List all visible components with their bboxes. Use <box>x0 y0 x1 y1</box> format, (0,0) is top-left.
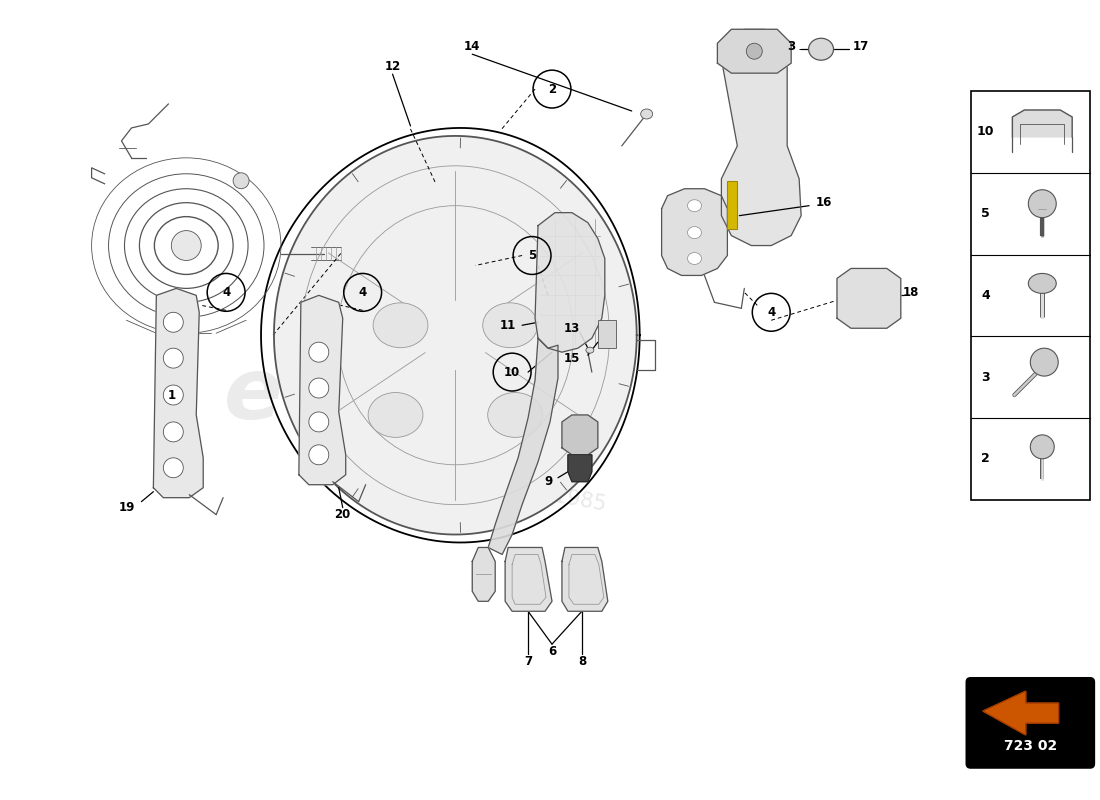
Text: 9: 9 <box>543 475 552 488</box>
Polygon shape <box>568 455 592 482</box>
Circle shape <box>163 458 184 478</box>
Text: 12: 12 <box>384 60 400 73</box>
Polygon shape <box>837 269 901 328</box>
Ellipse shape <box>483 303 538 348</box>
Text: 4: 4 <box>981 289 990 302</box>
Circle shape <box>309 378 329 398</box>
Circle shape <box>309 342 329 362</box>
Text: 5: 5 <box>981 207 990 220</box>
Text: 8: 8 <box>578 654 586 667</box>
Ellipse shape <box>640 109 652 119</box>
Circle shape <box>1031 348 1058 376</box>
Ellipse shape <box>373 303 428 348</box>
Polygon shape <box>299 295 345 485</box>
Polygon shape <box>1012 110 1072 137</box>
Text: 3: 3 <box>981 370 990 383</box>
Circle shape <box>233 173 249 189</box>
Circle shape <box>309 412 329 432</box>
Polygon shape <box>505 547 552 611</box>
Text: 5: 5 <box>528 249 536 262</box>
Circle shape <box>1031 435 1054 458</box>
Text: 15: 15 <box>563 352 580 365</box>
Polygon shape <box>722 30 801 246</box>
Circle shape <box>163 312 184 332</box>
Circle shape <box>746 43 762 59</box>
Ellipse shape <box>808 38 834 60</box>
Bar <box>970 91 1090 500</box>
Polygon shape <box>274 136 637 534</box>
Text: 14: 14 <box>464 40 481 53</box>
Text: 20: 20 <box>334 508 351 521</box>
Text: 6: 6 <box>548 645 557 658</box>
Ellipse shape <box>688 200 702 212</box>
Text: 4: 4 <box>222 286 230 299</box>
Ellipse shape <box>586 347 594 353</box>
Circle shape <box>1028 190 1056 218</box>
Polygon shape <box>562 415 597 455</box>
Polygon shape <box>472 547 495 602</box>
Ellipse shape <box>688 226 702 238</box>
Text: 18: 18 <box>903 286 918 299</box>
Text: 16: 16 <box>816 196 833 209</box>
Circle shape <box>309 445 329 465</box>
Polygon shape <box>661 189 727 275</box>
Text: 11: 11 <box>500 318 516 332</box>
Text: 19: 19 <box>119 501 134 514</box>
Circle shape <box>163 422 184 442</box>
Polygon shape <box>983 691 1058 735</box>
Text: 13: 13 <box>564 322 580 334</box>
Text: 723 02: 723 02 <box>1003 738 1057 753</box>
FancyBboxPatch shape <box>967 678 1094 768</box>
Polygon shape <box>153 288 204 498</box>
Text: 7: 7 <box>524 654 532 667</box>
Polygon shape <box>562 547 608 611</box>
Text: a passion for parts since 1985: a passion for parts since 1985 <box>294 441 607 515</box>
Bar <box>727 181 737 229</box>
Text: 3: 3 <box>788 40 795 53</box>
Text: 1: 1 <box>167 389 175 402</box>
Ellipse shape <box>368 393 422 438</box>
Text: europes: europes <box>224 354 617 437</box>
Text: 4: 4 <box>767 306 775 319</box>
Bar <box>597 320 616 348</box>
Circle shape <box>163 348 184 368</box>
Text: 4: 4 <box>359 286 366 299</box>
Text: 10: 10 <box>504 366 520 378</box>
Circle shape <box>163 385 184 405</box>
Polygon shape <box>488 338 558 554</box>
Text: 17: 17 <box>852 40 869 53</box>
Ellipse shape <box>688 253 702 265</box>
Ellipse shape <box>1028 274 1056 294</box>
Ellipse shape <box>487 393 542 438</box>
Polygon shape <box>717 30 791 73</box>
Text: 10: 10 <box>977 126 994 138</box>
Text: 2: 2 <box>981 452 990 466</box>
Polygon shape <box>535 213 605 352</box>
Text: 2: 2 <box>548 82 557 95</box>
Circle shape <box>172 230 201 261</box>
